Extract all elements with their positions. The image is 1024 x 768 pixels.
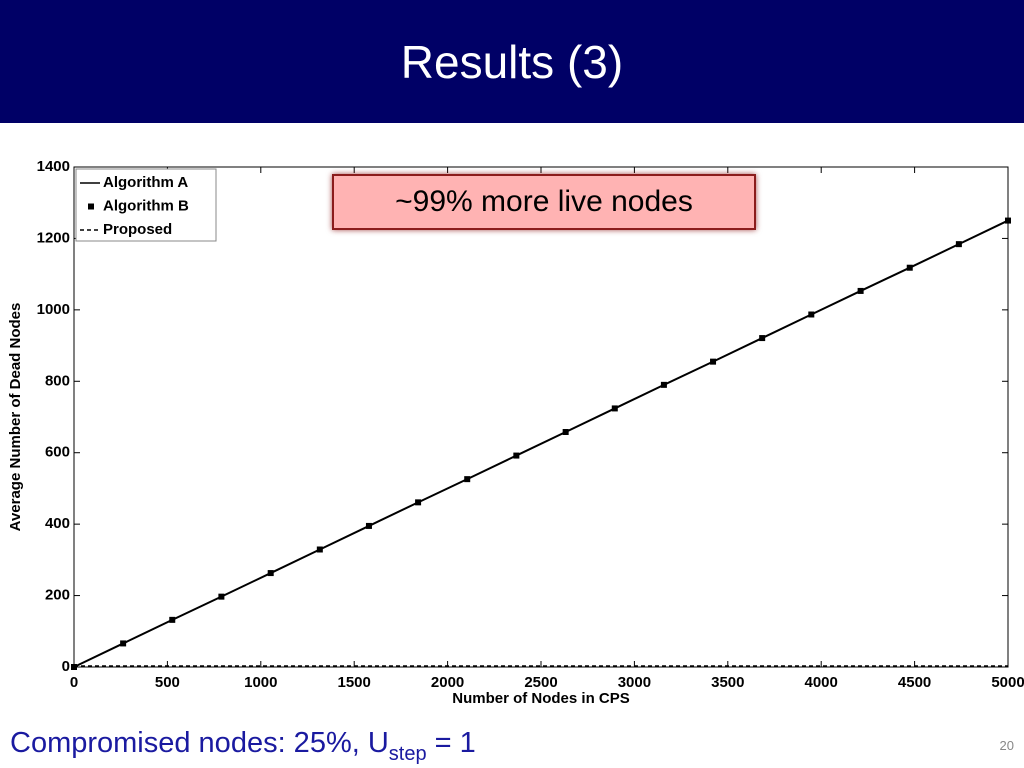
marker [759,335,766,342]
caption-rest: = 1 [427,727,476,759]
x-tick-label: 3500 [711,674,744,691]
y-tick-label: 1400 [37,158,70,175]
marker [562,429,569,435]
x-tick-label: 4000 [805,674,838,691]
marker [710,358,717,365]
caption-sub: step [389,743,427,765]
annotation: ~99% more live nodes [395,185,693,218]
marker [906,264,913,271]
marker [218,593,225,600]
legend-label: Algorithm B [103,197,189,214]
marker [169,616,176,623]
x-tick-label: 2500 [524,674,557,691]
y-tick-label: 800 [45,372,70,389]
x-tick-label: 2000 [431,674,464,691]
y-tick-label: 600 [45,444,70,461]
marker [808,311,815,318]
legend-label: Proposed [103,221,172,238]
y-axis-label: Average Number of Dead Nodes [7,303,24,532]
header-bar [0,0,1024,123]
legend-label: Algorithm A [103,174,188,191]
y-tick-label: 1200 [37,229,70,246]
legend-marker [88,203,94,210]
x-axis-label: Number of Nodes in CPS [452,690,630,707]
marker [660,381,667,388]
x-tick-label: 500 [155,674,180,691]
marker [415,499,422,506]
marker [857,287,864,294]
marker [1005,217,1011,224]
x-tick-label: 4500 [898,674,931,691]
legend-box [75,168,217,242]
x-tick-label: 1500 [338,674,371,691]
x-tick-label: 3000 [618,674,651,691]
y-tick-label: 1000 [37,301,70,318]
caption-main: Compromised nodes: 25%, U [10,727,389,759]
y-tick-label: 0 [62,658,70,675]
plot-area [73,166,1009,668]
y-tick-label: 400 [45,515,70,532]
slide-title: Results (3) [401,36,623,88]
page-number: 20 [1000,738,1014,753]
series-line [73,219,1009,668]
x-tick-label: 5000 [991,674,1024,691]
marker [120,640,127,647]
x-tick-label: 0 [70,674,78,691]
marker [611,405,618,412]
marker [365,522,372,529]
annotation-box [332,174,756,230]
plot: 0 500 1000 1500 2000 2500 3000 3500 4000 4500 5000… [7,158,1024,707]
x-tick-label: 1000 [244,674,277,691]
marker [316,546,323,553]
caption: Compromised nodes: 25%, Ustep = 1 [10,727,476,765]
marker [513,452,520,459]
marker [267,570,274,577]
marker [464,476,471,483]
marker [955,241,962,248]
y-tick-label: 200 [45,587,70,604]
